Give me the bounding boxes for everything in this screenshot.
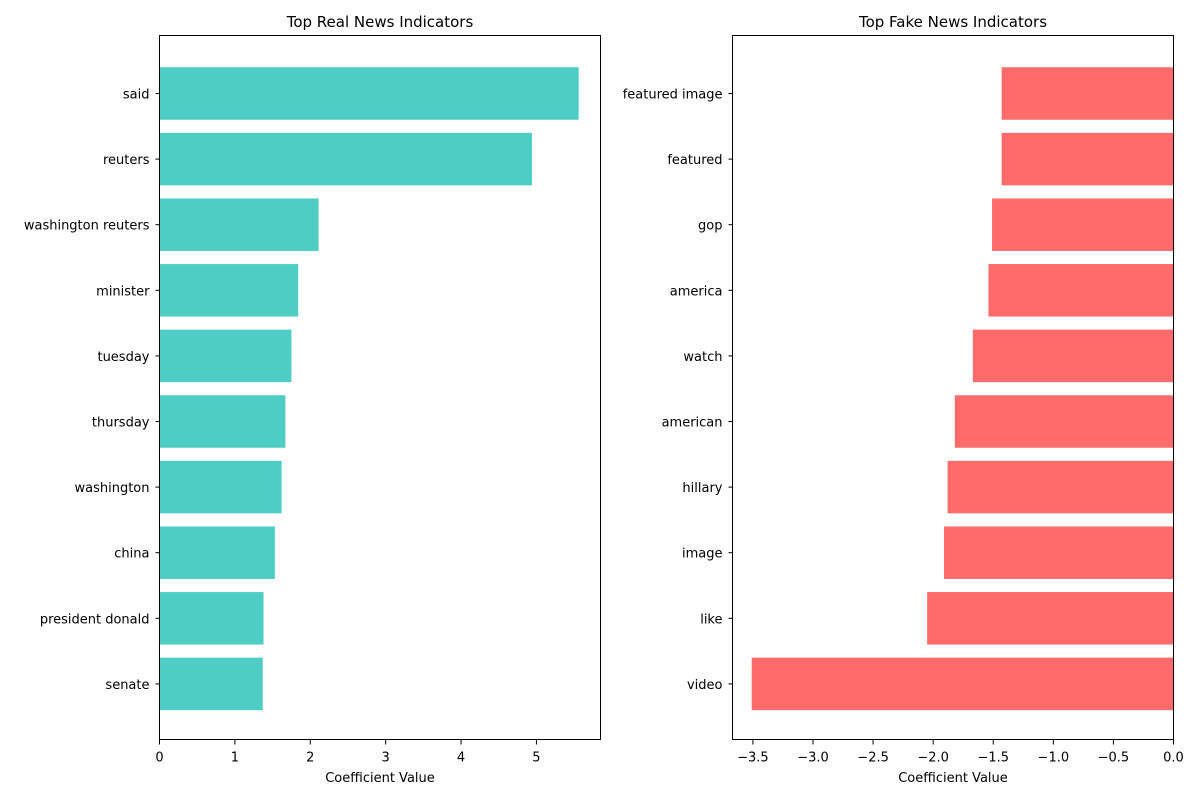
x-ticks-fake: −3.5 −3.0 −2.5 −2.0 −1.5 −1.0 −0.5 0.0	[737, 739, 1184, 766]
bar-fake-watch	[972, 329, 1174, 383]
x-tick-label: 0	[155, 751, 163, 766]
plot-frame-real	[159, 35, 601, 740]
bar-fake-like	[927, 592, 1174, 645]
x-tick-label: −3.0	[797, 751, 829, 766]
bar-real-reuters	[159, 132, 532, 186]
x-ticks-real: 0 1 2 3 4 5	[155, 739, 541, 766]
x-tick-label: −3.5	[737, 751, 769, 766]
x-axis-label-fake: Coefficient Value	[898, 771, 1008, 786]
x-tick-label: 0.0	[1163, 751, 1184, 766]
y-tick-label: thursday	[92, 416, 150, 431]
x-tick-label: 1	[231, 751, 239, 766]
y-tick-label: minister	[96, 284, 150, 299]
y-tick-labels-real: said reuters washington reuters minister tue…	[24, 88, 160, 693]
bar-real-thursday	[159, 395, 286, 448]
x-tick-label: −0.5	[1098, 751, 1130, 766]
y-tick-label: america	[670, 284, 723, 299]
x-tick-label: 4	[457, 751, 465, 766]
bar-real-washington-reuters	[159, 198, 319, 251]
y-tick-label: washington reuters	[24, 219, 150, 234]
y-tick-label: washington	[74, 481, 149, 496]
x-tick-label: 2	[306, 751, 314, 766]
bar-fake-featured	[1001, 132, 1174, 186]
y-tick-label: watch	[683, 350, 722, 365]
bar-fake-american	[954, 395, 1174, 448]
bar-real-said	[159, 67, 579, 120]
y-tick-label: senate	[105, 678, 149, 693]
x-tick-label: −1.0	[1038, 751, 1070, 766]
x-axis-label-real: Coefficient Value	[325, 771, 435, 786]
bar-fake-gop	[992, 198, 1174, 251]
y-tick-label: gop	[698, 219, 722, 234]
bar-fake-america	[988, 264, 1174, 317]
y-tick-label: featured	[667, 153, 722, 168]
y-tick-label: like	[700, 612, 722, 627]
bar-fake-featured-image	[1001, 67, 1174, 120]
bar-real-china	[159, 526, 275, 579]
x-tick-label: 5	[532, 751, 540, 766]
bar-real-tuesday	[159, 329, 292, 383]
bars-real	[159, 67, 579, 711]
y-tick-label: image	[682, 547, 723, 562]
y-tick-label: said	[123, 88, 150, 103]
y-tick-label: tuesday	[97, 350, 149, 365]
fake-news-chart: Top Fake News Indicators featured imagef…	[623, 13, 1184, 786]
bar-fake-image	[943, 526, 1174, 579]
y-tick-label: reuters	[103, 153, 150, 168]
bars-fake	[751, 67, 1174, 711]
bar-fake-hillary	[947, 460, 1174, 514]
y-tick-labels-fake: featured image featured gop america watch ame…	[623, 88, 733, 693]
y-tick-label: american	[662, 416, 723, 431]
plot-frame-fake	[732, 35, 1174, 740]
bar-real-washington	[159, 460, 282, 514]
chart-title-real: Top Real News Indicators	[286, 13, 474, 31]
x-tick-label: −2.5	[857, 751, 889, 766]
chart-title-fake: Top Fake News Indicators	[858, 13, 1047, 31]
bar-real-minister	[159, 264, 299, 317]
bar-real-president-donald	[159, 592, 264, 645]
bar-real-senate	[159, 657, 263, 711]
x-tick-label: −1.5	[977, 751, 1009, 766]
x-tick-label: −2.0	[917, 751, 949, 766]
y-tick-label: china	[114, 547, 149, 562]
bar-fake-video	[751, 657, 1174, 711]
x-tick-label: 3	[382, 751, 390, 766]
real-news-chart: Top Real News Indicators said reuters wash…	[24, 13, 601, 786]
y-tick-label: president donald	[40, 612, 150, 627]
y-tick-label: featured image	[623, 88, 723, 103]
y-tick-label: hillary	[682, 481, 722, 496]
y-tick-label: video	[687, 678, 723, 693]
